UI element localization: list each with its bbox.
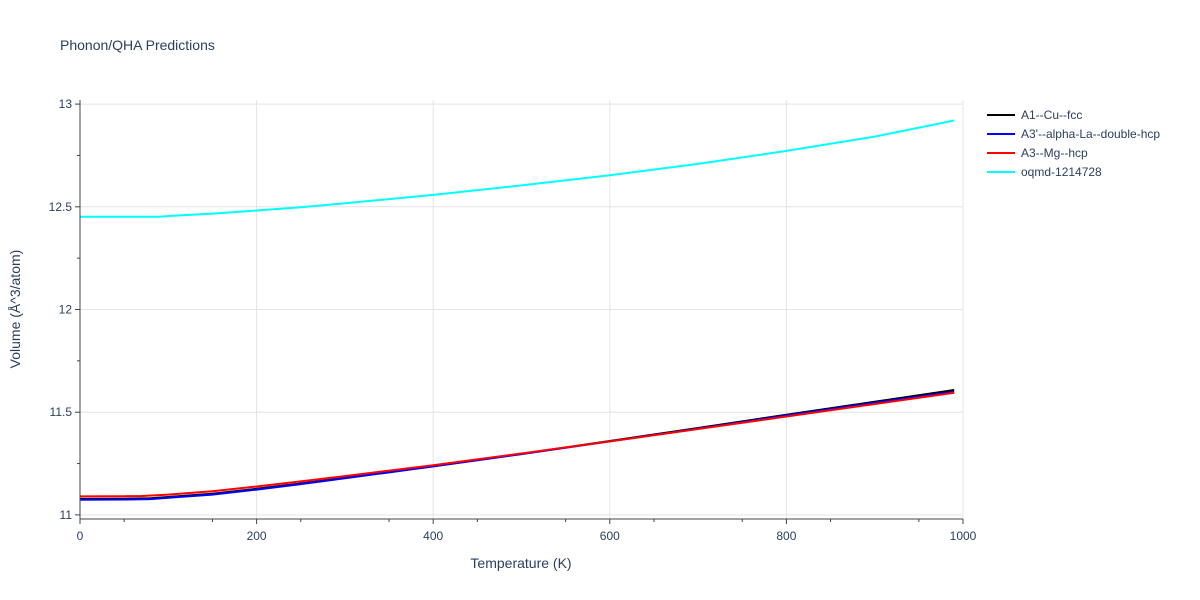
y-axis-label: Volume (Å^3/atom) — [7, 250, 23, 369]
x-tick-label: 1000 — [950, 529, 977, 543]
series-line — [79, 391, 955, 498]
y-tick-label: 13 — [59, 97, 73, 111]
series-line — [79, 390, 955, 501]
legend: A1--Cu--fcc A3'--alpha-La--double-hcp A3--… — [987, 108, 1160, 179]
x-tick-label: 200 — [247, 529, 267, 543]
x-axis-label: Temperature (K) — [470, 555, 571, 571]
y-tick-label: 11 — [60, 508, 73, 522]
plot-area — [79, 119, 955, 501]
x-tick-label: 400 — [423, 529, 443, 543]
series-line — [80, 119, 955, 218]
x-tick-label: 600 — [600, 529, 620, 543]
legend-label: oqmd-1214728 — [1021, 165, 1102, 179]
y-tick-label: 12.5 — [49, 200, 73, 214]
y-axis: 11 11.5 12 12.5 13 — [49, 97, 81, 522]
y-tick-label: 12 — [59, 303, 73, 317]
grid — [80, 100, 964, 519]
legend-label: A3'--alpha-La--double-hcp — [1021, 127, 1160, 141]
x-tick-label: 800 — [776, 529, 796, 543]
legend-label: A1--Cu--fcc — [1021, 108, 1082, 122]
legend-label: A3--Mg--hcp — [1021, 146, 1088, 160]
y-tick-label: 11.5 — [50, 405, 73, 419]
x-axis: 0 200 400 600 800 1000 — [77, 518, 977, 543]
chart-title: Phonon/QHA Predictions — [60, 37, 215, 53]
series-line — [79, 389, 955, 500]
x-tick-label: 0 — [77, 529, 84, 543]
